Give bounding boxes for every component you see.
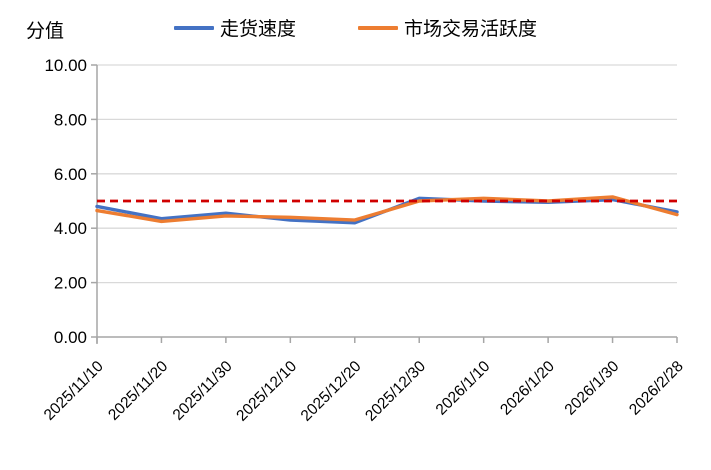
y-axis-title: 分值 [26, 21, 65, 42]
x-tick-label: 2025/12/20 [298, 358, 365, 425]
legend-item-series-1[interactable]: 市场交易活跃度 [358, 14, 537, 41]
series-line-1 [95, 195, 679, 224]
y-tick-label: 10.00 [44, 56, 87, 75]
x-tick-label: 2025/11/20 [105, 358, 171, 424]
legend-label-series-0: 走货速度 [219, 19, 296, 40]
legend-line-swatch-blue [173, 25, 214, 30]
y-tick-label: 2.00 [54, 274, 87, 293]
x-tick-label: 2026/1/10 [433, 358, 494, 419]
x-tick-label: 2025/12/10 [233, 358, 300, 425]
legend-item-series-0[interactable]: 走货速度 [173, 14, 296, 41]
x-tick-label: 2025/12/30 [362, 358, 429, 425]
y-tick-label: 8.00 [54, 110, 87, 129]
x-tick-label: 2026/1/30 [562, 358, 623, 419]
x-tick-label: 2025/11/30 [170, 358, 236, 424]
legend-line-swatch-orange [358, 25, 398, 30]
y-tick-label: 0.00 [54, 328, 87, 347]
y-tick-label: 6.00 [54, 165, 87, 184]
chart-legend: 走货速度 市场交易活跃度 [0, 14, 711, 41]
y-tick-label: 4.00 [54, 219, 87, 238]
legend-label-series-1: 市场交易活跃度 [404, 19, 538, 40]
x-tick-label: 2026/2/28 [626, 358, 687, 419]
x-tick-label: 2026/1/20 [497, 358, 558, 419]
x-tick-label: 2025/11/10 [41, 358, 107, 424]
